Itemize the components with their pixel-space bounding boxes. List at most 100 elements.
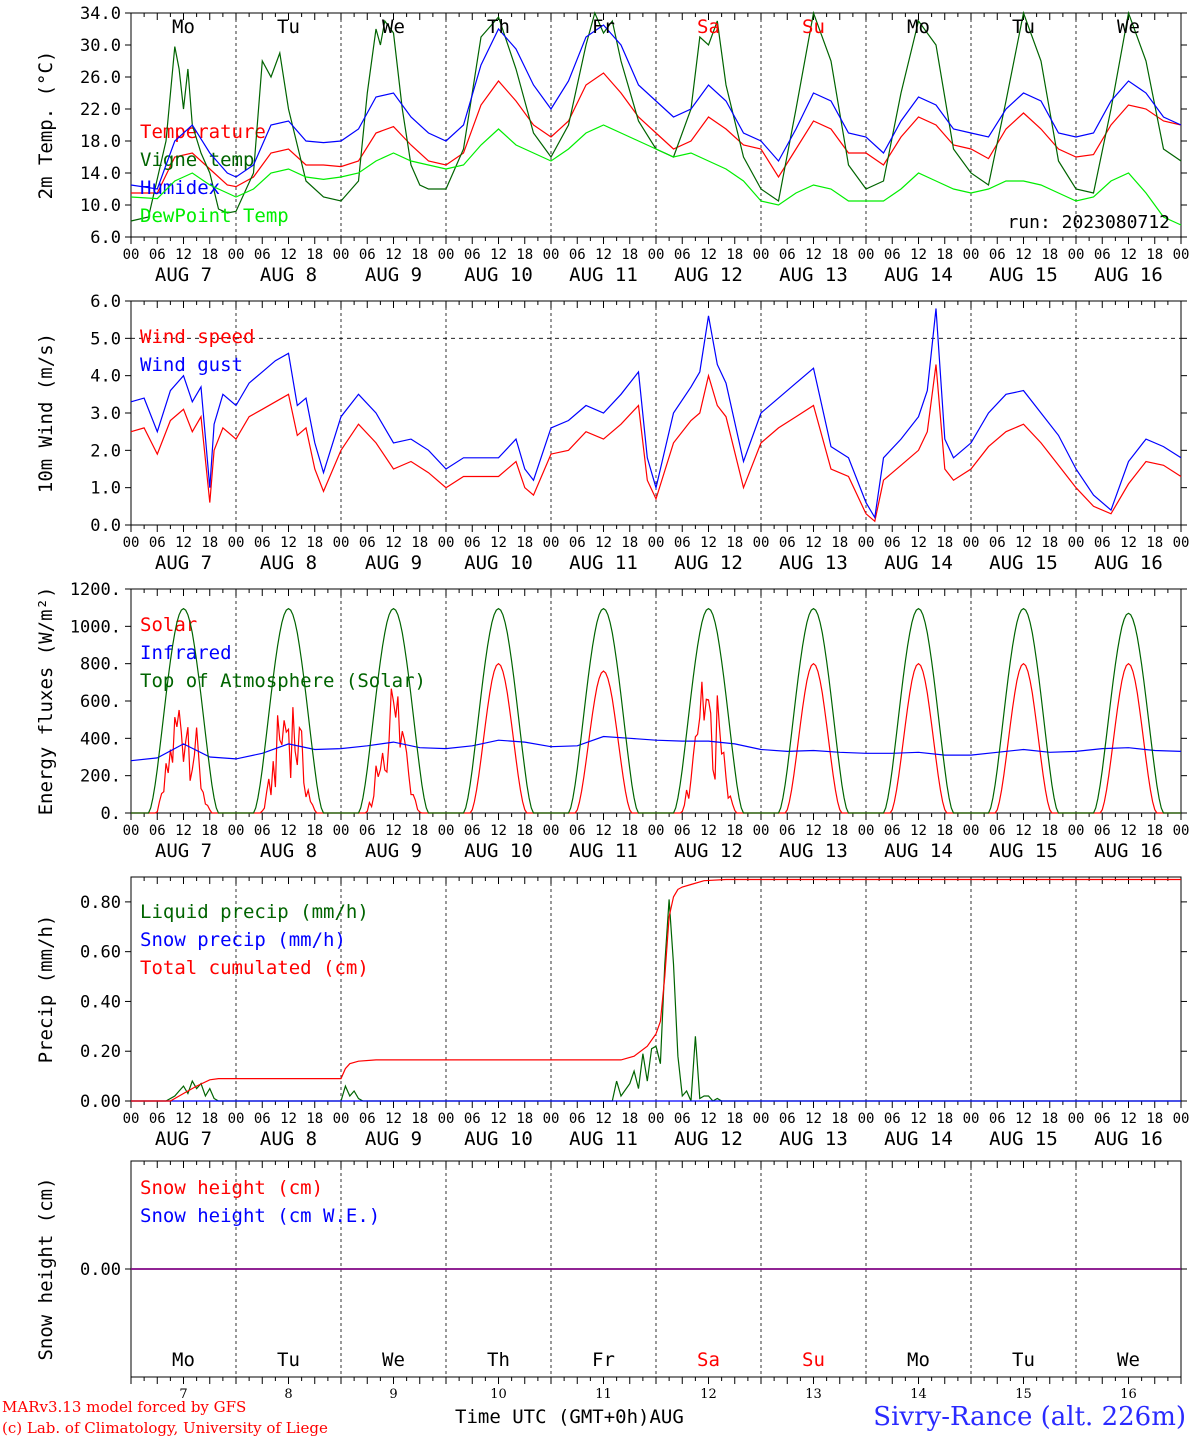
hour-label: 12 (910, 823, 927, 839)
hour-label: 06 (1094, 247, 1111, 263)
hour-label: 00 (228, 535, 245, 551)
hour-label: 18 (831, 823, 848, 839)
hour-label: 00 (1068, 247, 1085, 263)
hour-label: 06 (1094, 535, 1111, 551)
y-tick-label: 14.0 (80, 164, 121, 184)
y-tick-label: 1000. (70, 617, 121, 637)
day-number: 15 (1015, 1387, 1032, 1402)
y-tick-label: 26.0 (80, 68, 121, 88)
y-axis-label: 10m Wind (m/s) (35, 333, 57, 493)
hour-label: 18 (306, 823, 323, 839)
hour-label: 00 (438, 823, 455, 839)
legend-series-dewpoint-temp: DewPoint Temp (140, 205, 289, 227)
hour-label: 18 (726, 247, 743, 263)
hour-label: 06 (989, 535, 1006, 551)
date-label: AUG 12 (674, 840, 743, 862)
hour-label: 12 (910, 247, 927, 263)
date-label: AUG 9 (365, 840, 422, 862)
hour-label: 06 (569, 823, 586, 839)
date-label: AUG 11 (569, 840, 638, 862)
hour-label: 12 (1120, 535, 1137, 551)
hour-label: 06 (254, 247, 271, 263)
weekday-label-top: Th (487, 16, 510, 38)
hour-label: 00 (963, 823, 980, 839)
date-label: AUG 7 (155, 1128, 212, 1150)
y-tick-label: 0.80 (80, 893, 121, 913)
hour-label: 18 (621, 247, 638, 263)
date-label: AUG 13 (779, 1128, 848, 1150)
hour-label: 00 (228, 1111, 245, 1127)
date-label: AUG 14 (884, 1128, 953, 1150)
hour-label: 18 (411, 247, 428, 263)
hour-label: 18 (1146, 823, 1163, 839)
hour-label: 00 (438, 247, 455, 263)
date-label: AUG 12 (674, 1128, 743, 1150)
legend-series-solar: Solar (140, 614, 197, 636)
hour-label: 18 (831, 1111, 848, 1127)
y-tick-label: 10.0 (80, 196, 121, 216)
panel-1: 6.0 10.0 14.0 18.0 22.0 26.0 30.0 34.0 2m Temp. … (35, 4, 1189, 286)
weekday-label-top: We (382, 16, 405, 38)
legend-series-liquid-precip-mm-h-: Liquid precip (mm/h) (140, 901, 369, 923)
hour-label: 18 (621, 1111, 638, 1127)
hour-label: 00 (333, 1111, 350, 1127)
hour-label: 12 (805, 1111, 822, 1127)
date-label: AUG 11 (569, 264, 638, 286)
hour-label: 18 (516, 1111, 533, 1127)
hour-label: 00 (1173, 247, 1190, 263)
hour-label: 06 (464, 535, 481, 551)
hour-label: 18 (1146, 1111, 1163, 1127)
hour-label: 06 (359, 1111, 376, 1127)
hour-label: 06 (674, 535, 691, 551)
hour-label: 06 (464, 1111, 481, 1127)
time-axis-title: Time UTC (GMT+0h) (455, 1406, 650, 1428)
hour-label: 06 (674, 247, 691, 263)
date-label: AUG 7 (155, 264, 212, 286)
hour-label: 06 (149, 1111, 166, 1127)
hour-label: 18 (621, 535, 638, 551)
weekday-label-bottom: We (382, 1349, 405, 1371)
legend-series-total-cumulated-cm-: Total cumulated (cm) (140, 957, 369, 979)
hour-label: 00 (963, 247, 980, 263)
hour-label: 12 (175, 247, 192, 263)
panel-3: 0. 200. 400. 600. 800. 1000. 1200. Energy fluxe… (35, 580, 1189, 862)
date-label: AUG 7 (155, 552, 212, 574)
hour-label: 06 (674, 823, 691, 839)
hour-label: 00 (123, 1111, 140, 1127)
hour-label: 06 (254, 823, 271, 839)
y-tick-label: 30.0 (80, 36, 121, 56)
hour-label: 06 (779, 247, 796, 263)
hour-label: 18 (411, 535, 428, 551)
hour-label: 00 (543, 823, 560, 839)
hour-label: 06 (464, 823, 481, 839)
y-axis-label: Snow height (cm) (35, 1177, 57, 1360)
date-label: AUG 13 (779, 840, 848, 862)
hour-label: 12 (175, 535, 192, 551)
weekday-label-top: Mo (172, 16, 195, 38)
series-infrared (130, 735, 1182, 762)
hour-label: 18 (1041, 247, 1058, 263)
day-number: 14 (910, 1387, 927, 1402)
hour-label: 00 (858, 823, 875, 839)
weekday-label-top: We (1117, 16, 1140, 38)
date-label: AUG 10 (464, 552, 533, 574)
hour-label: 12 (700, 535, 717, 551)
day-number: 7 (179, 1387, 187, 1402)
legend-series-snow-precip-mm-h-: Snow precip (mm/h) (140, 929, 346, 951)
legend-series-top-of-atmosphere-solar-: Top of Atmosphere (Solar) (140, 670, 426, 692)
hour-label: 00 (123, 823, 140, 839)
day-number: 16 (1120, 1387, 1137, 1402)
hour-label: 12 (595, 247, 612, 263)
date-label: AUG 13 (779, 552, 848, 574)
weekday-label-top: Su (802, 16, 825, 38)
weekday-label-bottom: Mo (172, 1349, 195, 1371)
y-tick-label: 5.0 (90, 329, 121, 349)
hour-label: 18 (201, 535, 218, 551)
hour-label: 12 (1015, 535, 1032, 551)
hour-label: 12 (490, 535, 507, 551)
date-label: AUG 10 (464, 264, 533, 286)
y-tick-label: 2.0 (90, 441, 121, 461)
hour-label: 12 (175, 1111, 192, 1127)
hour-label: 06 (359, 535, 376, 551)
legend-series-snow-height-cm-: Snow height (cm) (140, 1177, 323, 1199)
